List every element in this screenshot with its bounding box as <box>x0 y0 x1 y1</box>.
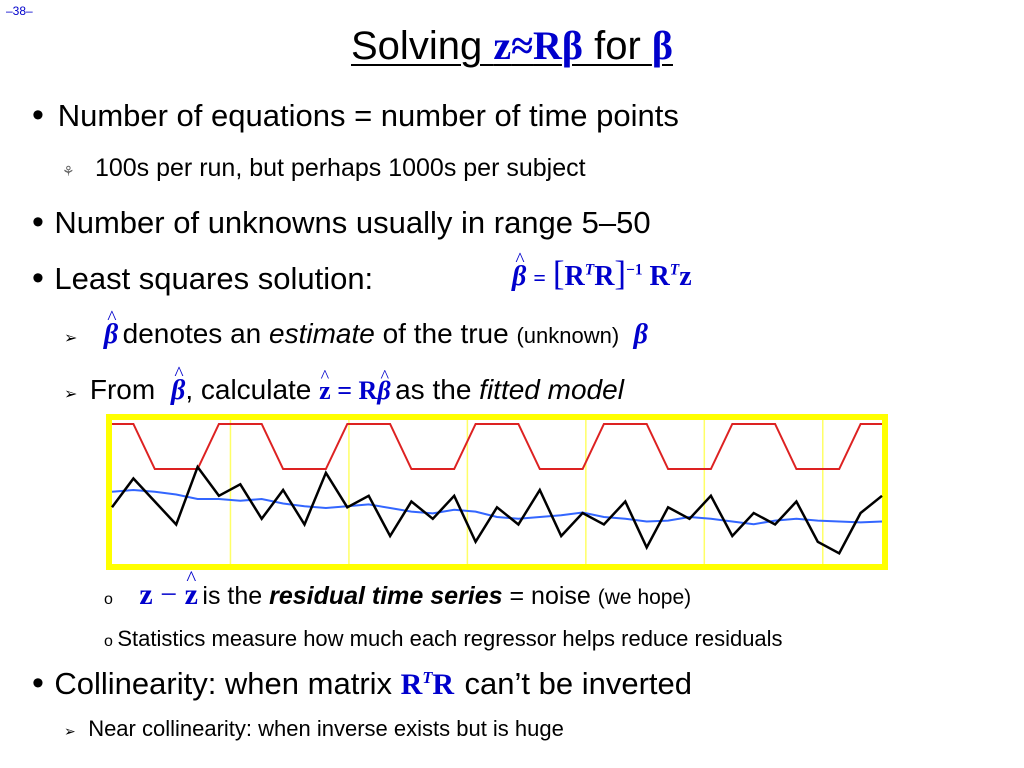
bullet-equations: • Number of equations = number of time p… <box>32 96 679 135</box>
R: R <box>358 376 378 405</box>
title-mid: for <box>583 24 652 68</box>
series-line-black <box>110 464 883 555</box>
beta-hat: β <box>512 261 526 293</box>
arrow-marker: ➢ <box>64 386 78 403</box>
bullet-least-squares: • Least squares solution: <box>32 259 373 298</box>
runs-text: 100s per run, but perhaps 1000s per subj… <box>94 154 586 182</box>
chart-plot-area <box>112 420 882 564</box>
collinearity-prefix: Collinearity: when matrix <box>54 666 401 701</box>
calculate-text: , calculate <box>185 374 320 405</box>
sub-item-near-collinearity: ➢ Near collinearity: when inverse exists… <box>64 716 564 742</box>
fitted-equation: z = Rβ <box>319 376 390 405</box>
from-text: From <box>89 374 163 405</box>
is-the-text: is the <box>202 582 270 610</box>
z-hat: z <box>319 376 331 406</box>
residual-equation: z − z <box>139 578 198 611</box>
z-hat: z <box>185 578 198 612</box>
beta-hat: β <box>104 319 118 351</box>
R: R <box>594 261 615 292</box>
series-line-red <box>112 423 882 470</box>
sub-item-runs: ⚘ 100s per run, but perhaps 1000s per su… <box>62 154 586 183</box>
RTR-matrix: RTR <box>401 668 454 701</box>
arrow-marker: ➢ <box>64 723 76 739</box>
R: R <box>564 261 585 292</box>
near-collinearity-text: Near collinearity: when inverse exists b… <box>88 716 564 741</box>
bullet-marker: • <box>32 259 44 297</box>
title-prefix: Solving <box>351 24 494 68</box>
beta-hat: β <box>377 376 390 406</box>
equals-noise-text: = noise <box>502 582 598 610</box>
R: R <box>649 261 670 292</box>
inverse-exponent: −1 <box>626 261 643 279</box>
least-squares-equation: β = [RTR]−1 RTz <box>512 254 692 294</box>
unknown-text: (unknown) <box>516 323 620 348</box>
unknowns-text: Number of unknowns usually in range 5–50 <box>54 205 651 240</box>
circle-marker: o <box>104 591 113 608</box>
equals-sign: = <box>337 376 353 405</box>
fitted-model-text: fitted model <box>479 374 624 405</box>
bullet-marker: • <box>32 96 44 134</box>
estimate-text: estimate <box>269 318 375 349</box>
circle-marker: o <box>104 633 113 650</box>
beta-hat: β <box>171 375 185 407</box>
denotes-text: denotes an <box>122 318 269 349</box>
sub-item-statistics: o Statistics measure how much each regre… <box>104 626 783 652</box>
collinearity-suffix: can’t be inverted <box>464 666 693 701</box>
sub-item-denotes: ➢ β denotes an estimate of the true (unk… <box>64 318 648 351</box>
as-the-text: as the <box>395 374 480 405</box>
we-hope-text: (we hope) <box>597 586 692 609</box>
title-eq-R: R <box>533 23 562 68</box>
bullet-marker: • <box>32 664 44 702</box>
sub-item-residual: o z − z is the residual time series = no… <box>104 578 691 612</box>
left-bracket: [ <box>552 254 565 293</box>
slide-title: Solving z≈Rβ for β <box>0 22 1024 69</box>
equations-text: Number of equations = number of time poi… <box>57 98 679 133</box>
leaf-icon: ⚘ <box>62 163 75 179</box>
title-eq-z: z <box>493 23 512 68</box>
transpose-T: T <box>422 668 433 687</box>
sub-item-from: ➢ From β, calculate z = Rβ as the fitted… <box>64 374 624 407</box>
statistics-text: Statistics measure how much each regress… <box>117 626 783 651</box>
denotes-rest: of the true <box>374 318 517 349</box>
title-beta: β <box>651 23 673 68</box>
title-eq-beta: β <box>561 23 583 68</box>
bullet-collinearity: • Collinearity: when matrix RTR can’t be… <box>32 664 692 703</box>
transpose-T: T <box>584 261 595 279</box>
beta: β <box>633 319 648 350</box>
z: z <box>679 261 692 292</box>
title-eq-approx: ≈ <box>511 23 534 68</box>
minus-sign: − <box>160 578 178 611</box>
series-line-blue <box>111 488 883 526</box>
transpose-T: T <box>669 261 680 279</box>
arrow-marker: ➢ <box>64 330 78 347</box>
residual-text: residual time series <box>269 582 503 610</box>
right-bracket: ] <box>614 254 627 293</box>
equals-sign: = <box>533 265 546 290</box>
bullet-unknowns: • Number of unknowns usually in range 5–… <box>32 203 651 242</box>
R: R <box>432 668 455 701</box>
time-series-chart <box>106 414 888 570</box>
R: R <box>400 668 423 701</box>
z: z <box>139 578 153 611</box>
slide-number: –38– <box>6 4 33 18</box>
least-squares-text: Least squares solution: <box>54 261 374 296</box>
bullet-marker: • <box>32 203 44 241</box>
